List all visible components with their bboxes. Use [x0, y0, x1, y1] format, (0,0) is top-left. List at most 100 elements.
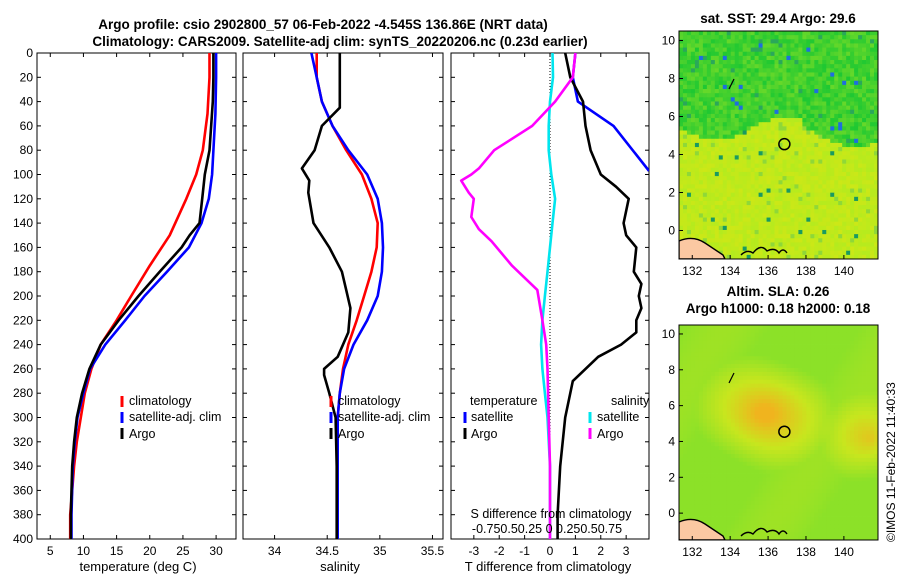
argo-location-marker — [778, 137, 791, 151]
legend-t-argo: Argo — [471, 427, 497, 441]
y-tick-label: 140 — [13, 216, 33, 230]
s-difference-ticks: -0.750.50.25 0 0.250.50.75 — [472, 522, 622, 536]
coastline — [740, 527, 788, 537]
y-tick-label: 8 — [668, 72, 675, 86]
legend-climatology: climatology — [338, 394, 401, 408]
x-tick-label: 35 — [373, 544, 387, 558]
y-tick-label: 2 — [668, 186, 675, 200]
land — [679, 372, 788, 540]
watermark: ©IMOS 11-Feb-2022 11:40:33 — [884, 382, 898, 542]
map-frame — [678, 30, 879, 260]
legend-satellite: satellite-adj. clim — [129, 410, 221, 424]
x-tick-label: 138 — [796, 545, 816, 559]
y-tick-label: 220 — [13, 313, 33, 327]
series-t-argo — [556, 53, 643, 539]
map-frame — [678, 324, 879, 541]
legend-argo: Argo — [129, 427, 155, 441]
y-tick-label: 300 — [13, 411, 33, 425]
y-tick-label: 0 — [668, 224, 675, 238]
x-tick-label: 140 — [834, 545, 854, 559]
difference-xlabel: T difference from climatology — [465, 559, 632, 574]
series-group — [300, 53, 385, 539]
y-tick-label: 6 — [668, 110, 675, 124]
y-tick-label: 10 — [662, 34, 676, 48]
legend-title-salinity: salinity — [611, 394, 650, 408]
y-tick-label: 100 — [13, 168, 33, 182]
legend-satellite: satellite-adj. clim — [338, 410, 430, 424]
y-tick-label: 40 — [20, 95, 34, 109]
x-tick-label: 15 — [110, 544, 124, 558]
y-tick-label: 360 — [13, 483, 33, 497]
x-tick-label: 5 — [47, 544, 54, 558]
legend-title-temperature: temperature — [470, 394, 537, 408]
x-tick-label: 132 — [682, 545, 702, 559]
y-tick-label: 4 — [668, 434, 675, 448]
x-tick-label: 1 — [572, 544, 579, 558]
salinity-plot: 34 34.5 35 35.5 — [242, 52, 445, 558]
y-tick-label: 160 — [13, 240, 33, 254]
legend-s-satellite: satellite — [597, 410, 639, 424]
x-tick-label: 3 — [623, 544, 630, 558]
y-tick-label: 2 — [668, 470, 675, 484]
map-cells — [679, 325, 878, 540]
x-tick-label: 2 — [597, 544, 604, 558]
sst-map: 132 134 136 138 140 0 2 4 6 8 10 — [662, 30, 879, 278]
x-tick-label: 136 — [758, 545, 778, 559]
y-tick-label: 4 — [668, 148, 675, 162]
x-tick-label: 35.5 — [421, 544, 445, 558]
temperature-xlabel: temperature (deg C) — [79, 559, 196, 574]
x-tick-label: 138 — [796, 264, 816, 278]
series-satellite-adj-clim — [310, 53, 385, 539]
y-tick-label: 400 — [13, 532, 33, 546]
sst-map-title: sat. SST: 29.4 Argo: 29.6 — [700, 11, 856, 26]
y-tick-label: 180 — [13, 265, 33, 279]
x-tick-label: 136 — [758, 264, 778, 278]
series-argo — [69, 53, 215, 539]
y-tick-label: 280 — [13, 386, 33, 400]
land-mass — [679, 518, 726, 540]
y-tick-label: 320 — [13, 435, 33, 449]
island — [728, 78, 735, 90]
series-group — [68, 53, 218, 539]
difference-legend: temperature salinity satellite Argo sate… — [463, 394, 650, 441]
legend-argo: Argo — [338, 427, 364, 441]
y-tick-label: 60 — [20, 119, 34, 133]
island — [728, 372, 735, 384]
x-tick-label: -2 — [494, 544, 505, 558]
argo-location-marker — [778, 425, 791, 438]
plot-frame — [242, 52, 444, 540]
x-tick-label: 10 — [77, 544, 91, 558]
y-tick-label: 340 — [13, 459, 33, 473]
y-tick-label: 240 — [13, 338, 33, 352]
y-tick-label: 20 — [20, 70, 34, 84]
temperature-legend: climatology satellite-adj. clim Argo — [120, 394, 221, 441]
y-tick-label: 200 — [13, 289, 33, 303]
y-tick-label: 380 — [13, 508, 33, 522]
y-tick-label: 80 — [20, 143, 34, 157]
temperature-plot: 0 20 40 60 80 100 120 140 160 180 200 220 240 260 280 3… — [13, 46, 237, 558]
series-s-argo — [459, 53, 577, 539]
map-cells — [679, 31, 878, 259]
sla-map: 132 134 136 138 140 0 2 4 6 8 10 — [662, 324, 879, 559]
x-tick-label: 34 — [268, 544, 282, 558]
legend-t-satellite: satellite — [471, 410, 513, 424]
x-tick-label: 34.5 — [316, 544, 340, 558]
y-tick-label: 120 — [13, 192, 33, 206]
legend-s-argo: Argo — [597, 427, 623, 441]
land-mass — [679, 237, 726, 259]
difference-plot: -3 -2 -1 0 1 2 3 — [450, 52, 650, 558]
coastline — [740, 246, 788, 256]
series-group — [459, 53, 649, 539]
y-tick-label: 6 — [668, 399, 675, 413]
x-tick-label: 140 — [834, 264, 854, 278]
y-tick-label: 10 — [662, 327, 676, 341]
legend-climatology: climatology — [129, 394, 192, 408]
x-tick-label: -3 — [469, 544, 480, 558]
sla-map-title-2: Argo h1000: 0.18 h2000: 0.18 — [686, 301, 871, 316]
salinity-xlabel: salinity — [320, 559, 360, 574]
salinity-legend: climatology satellite-adj. clim Argo — [329, 394, 430, 441]
x-tick-label: 25 — [176, 544, 190, 558]
sla-map-title-1: Altim. SLA: 0.26 — [727, 284, 830, 299]
y-tick-label: 0 — [668, 506, 675, 520]
